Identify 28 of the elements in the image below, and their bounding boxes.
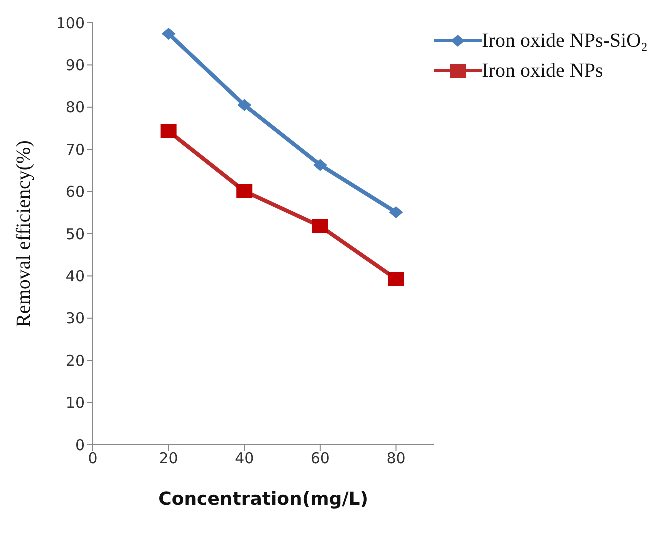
x-tick-label: 60 bbox=[310, 450, 330, 468]
y-tick-label: 90 bbox=[66, 56, 85, 75]
point bbox=[388, 272, 404, 286]
point bbox=[236, 184, 253, 198]
y-tick-label: 40 bbox=[66, 268, 85, 286]
y-tick-label: 0 bbox=[75, 436, 85, 454]
legend-label: Iron oxide NPs bbox=[482, 60, 604, 82]
y-tick-label: 80 bbox=[66, 98, 85, 117]
x-tick-label: 20 bbox=[159, 450, 178, 468]
y-tick-label: 70 bbox=[66, 140, 85, 159]
legend-label: Iron oxide NPs-SiO₂ bbox=[482, 30, 648, 52]
point bbox=[162, 28, 176, 40]
y-axis-title: Removal efficiency(%) bbox=[13, 140, 36, 328]
x-axis-title: Concentration(mg/L) bbox=[158, 489, 368, 510]
y-tick-label: 50 bbox=[66, 225, 85, 244]
y-tick-label: 30 bbox=[66, 310, 85, 328]
y-tick-label: 60 bbox=[66, 183, 85, 202]
point bbox=[312, 219, 328, 234]
x-tick-label: 40 bbox=[235, 450, 254, 468]
point bbox=[238, 99, 252, 112]
y-tick-label: 20 bbox=[66, 352, 85, 370]
y-tick-label: 100 bbox=[56, 14, 85, 32]
x-tick-label: 80 bbox=[386, 450, 406, 468]
point bbox=[389, 206, 404, 218]
point bbox=[160, 124, 177, 138]
y-tick-label: 10 bbox=[66, 394, 85, 412]
x-tick-label: 0 bbox=[88, 450, 98, 468]
point bbox=[313, 159, 328, 172]
